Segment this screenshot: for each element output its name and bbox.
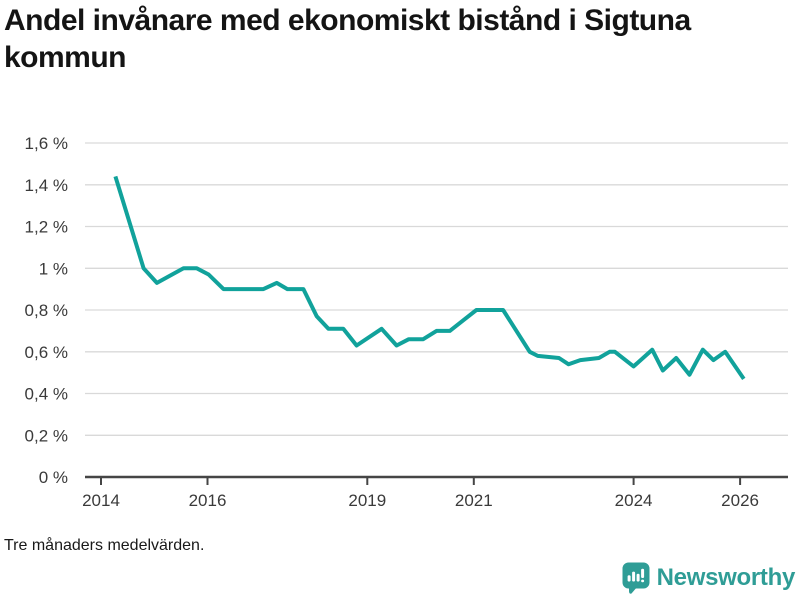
y-axis-label: 1,6 %	[25, 134, 68, 153]
x-axis-label: 2019	[348, 491, 386, 510]
y-axis-label: 0,6 %	[25, 343, 68, 362]
x-axis-label: 2014	[82, 491, 120, 510]
y-axis-label: 1 %	[39, 259, 68, 278]
brand-name: Newsworthy	[656, 564, 796, 591]
data-line	[113, 175, 746, 381]
brand-logo: Newsworthy	[622, 560, 795, 596]
y-axis-label: 1,2 %	[25, 218, 68, 237]
y-axis-label: 0,4 %	[25, 385, 68, 404]
y-axis-label: 0,8 %	[25, 301, 68, 320]
chart-footnote: Tre månaders medelvärden.	[4, 537, 205, 554]
x-axis-label: 2016	[189, 491, 227, 510]
x-axis-label: 2021	[455, 491, 493, 510]
line-chart: 0 % 0,2 % 0,4 % 0,6 % 0,8 % 1 % 1,2 % 1,4 % 1,6 …	[25, 134, 788, 510]
y-axis-label: 1,4 %	[25, 176, 68, 195]
y-axis-label: 0 %	[39, 468, 68, 487]
chart-title: Andel invånare med ekonomiskt bistånd i …	[4, 4, 691, 74]
y-axis-label: 0,2 %	[25, 426, 68, 445]
newsworthy-logo-icon	[622, 562, 650, 594]
x-axis-label: 2024	[615, 491, 653, 510]
x-axis-label: 2026	[721, 491, 759, 510]
